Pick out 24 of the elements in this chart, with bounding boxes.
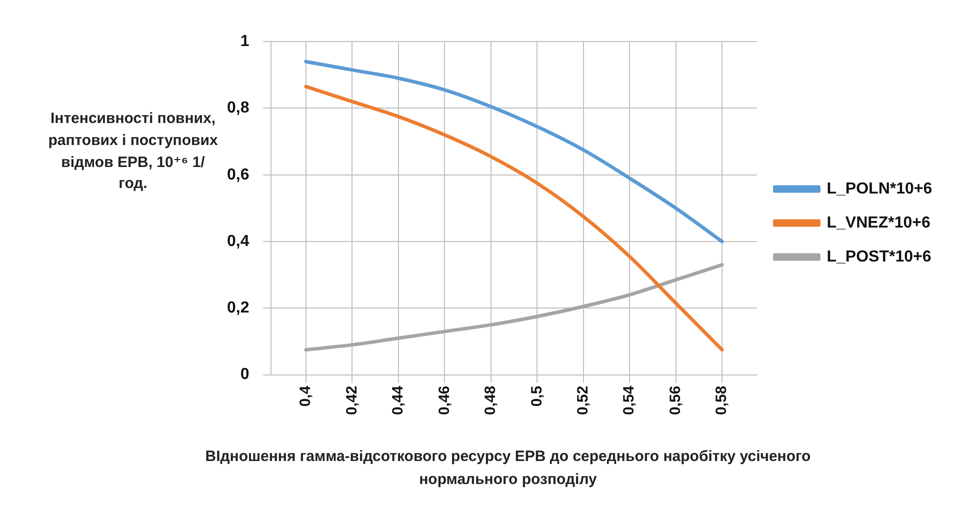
x-tick-label: 0,44 [390, 385, 407, 416]
y-tick-label: 1 [240, 33, 250, 50]
y-tick-label: 0,6 [226, 166, 250, 184]
y-tick-label: 0,2 [226, 300, 250, 317]
x-tick-label: 0,56 [666, 386, 684, 416]
x-tick-label: 0,5 [528, 386, 546, 407]
x-tick-label: 0,58 [713, 386, 730, 416]
line-series [304, 60, 724, 244]
line-series [304, 263, 724, 352]
x-axis-title: ВІдношення гамма-відсоткового ресурсу ЕРВ до середнього наробітку усіченого нормального розподілу [204, 447, 812, 490]
x-tick-label: 0,52 [574, 386, 592, 416]
x-tick-label: 0,4 [297, 385, 314, 407]
x-tick-label: 0,48 [482, 386, 500, 416]
x-tick-label: 0,54 [620, 385, 638, 416]
legend-label: L_POLN*10+6 [826, 180, 932, 198]
y-tick-label: 0,4 [226, 232, 250, 250]
x-tick-label: 0,46 [436, 386, 453, 416]
y-tick-label: 0,8 [226, 100, 250, 117]
y-tick-label: 0 [240, 366, 250, 384]
y-axis-title: Інтенсивності повних, раптових і поступових відмов ЕРВ, 10⁺⁶ 1/год. [48, 109, 218, 194]
legend-label: L_VNEZ*10+6 [826, 214, 930, 232]
x-tick-label: 0,42 [343, 386, 360, 416]
line-series [304, 84, 724, 352]
legend-label: L_POST*10+6 [826, 248, 932, 266]
